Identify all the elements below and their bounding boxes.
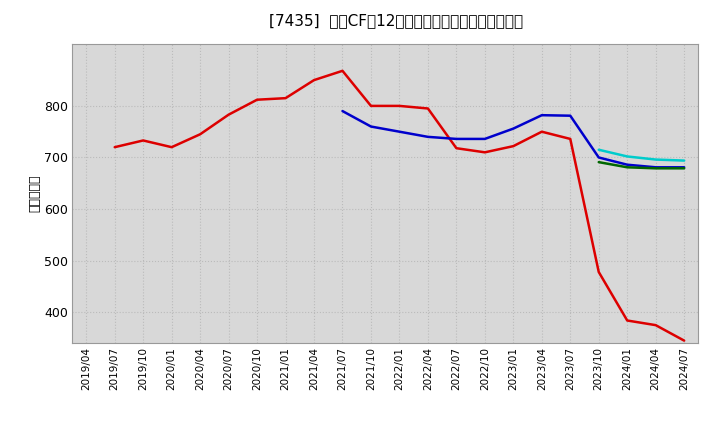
3年: [253, 97, 261, 103]
10年: [680, 166, 688, 171]
3年: [652, 323, 660, 328]
3年: [452, 146, 461, 151]
3年: [110, 144, 119, 150]
3年: [196, 132, 204, 137]
3年: [366, 103, 375, 109]
3年: [282, 95, 290, 101]
5年: [566, 113, 575, 118]
10年: [595, 159, 603, 165]
5年: [623, 162, 631, 167]
3年: [423, 106, 432, 111]
5年: [366, 124, 375, 129]
Line: 7年: 7年: [599, 150, 684, 161]
5年: [537, 113, 546, 118]
5年: [680, 165, 688, 170]
3年: [509, 143, 518, 149]
7年: [623, 154, 631, 159]
7年: [595, 147, 603, 152]
10年: [652, 166, 660, 171]
Text: [7435]  投賄CFだ12か月移動合計の標準偏差の推移: [7435] 投賄CFだ12か月移動合計の標準偏差の推移: [269, 13, 523, 28]
5年: [509, 126, 518, 131]
3年: [680, 338, 688, 343]
5年: [423, 134, 432, 139]
3年: [480, 150, 489, 155]
5年: [652, 165, 660, 170]
7年: [652, 157, 660, 162]
3年: [338, 68, 347, 73]
3年: [139, 138, 148, 143]
3年: [595, 269, 603, 275]
5年: [395, 129, 404, 134]
Line: 10年: 10年: [599, 162, 684, 169]
3年: [167, 144, 176, 150]
3年: [395, 103, 404, 109]
3年: [225, 112, 233, 117]
5年: [338, 108, 347, 114]
3年: [310, 77, 318, 83]
10年: [623, 165, 631, 170]
7年: [680, 158, 688, 163]
5年: [480, 136, 489, 142]
Y-axis label: （百万円）: （百万円）: [28, 175, 41, 213]
3年: [566, 136, 575, 142]
5年: [595, 155, 603, 160]
3年: [537, 129, 546, 134]
5年: [452, 136, 461, 142]
Line: 5年: 5年: [343, 111, 684, 167]
3年: [623, 318, 631, 323]
Line: 3年: 3年: [114, 71, 684, 341]
